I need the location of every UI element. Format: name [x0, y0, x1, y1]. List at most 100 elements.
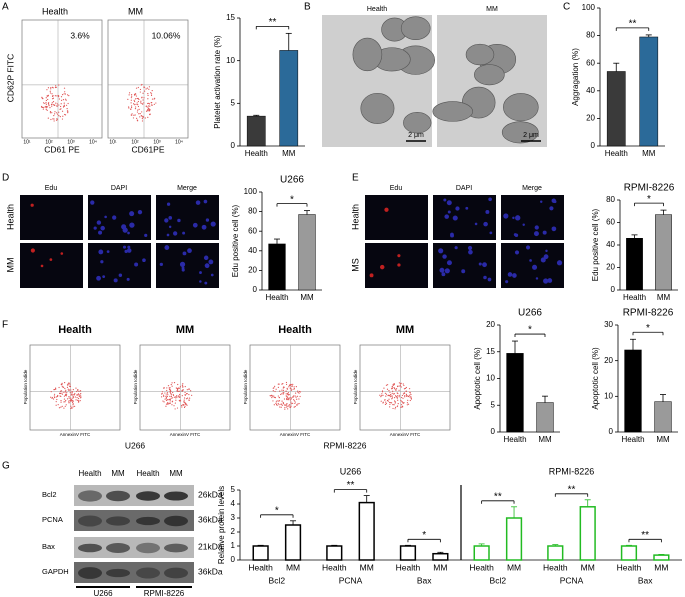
flow-event: [131, 113, 133, 115]
nucleus: [203, 199, 208, 204]
flow-event: [172, 394, 174, 396]
flow-event: [176, 395, 178, 397]
flow-event: [290, 405, 292, 407]
bar: [246, 115, 266, 147]
bar: [579, 506, 596, 561]
scale-label: 2 μm: [408, 132, 424, 139]
flow-event: [277, 400, 280, 402]
flow-event: [388, 389, 390, 392]
flow-event: [41, 106, 43, 108]
nucleus: [549, 206, 554, 211]
flow-event: [387, 400, 389, 402]
bar: [626, 238, 643, 291]
flow-event: [405, 394, 408, 396]
nucleus: [483, 221, 488, 227]
flow-event: [61, 94, 64, 96]
flow-event: [70, 407, 72, 410]
nucleus: [192, 222, 198, 228]
significance: **: [494, 491, 502, 502]
nucleus: [144, 233, 148, 237]
flow-event: [297, 391, 299, 393]
flow-event: [290, 401, 292, 403]
flow-event: [393, 400, 396, 402]
flow-event: [394, 401, 396, 403]
flow-event: [181, 395, 183, 397]
flow-y-label: Population Iodide: [243, 369, 248, 404]
flow-event: [380, 396, 382, 398]
flow-event: [282, 402, 285, 405]
nucleus: [512, 216, 515, 220]
flow-event: [131, 114, 133, 116]
flow-event: [271, 396, 273, 399]
flow-event: [51, 98, 54, 100]
flow-event: [284, 406, 286, 409]
flow-event: [155, 102, 157, 104]
flow-event: [147, 98, 149, 100]
flow-event: [273, 395, 275, 397]
flow-event: [403, 384, 405, 387]
y-axis-label: Edu positive cell (%): [231, 204, 240, 277]
x-tick-label: Health: [621, 435, 644, 444]
flow-event: [134, 100, 136, 103]
y-tick-label: 0: [253, 285, 258, 294]
flow-event: [406, 402, 409, 404]
y-tick-label: 2: [231, 527, 236, 536]
flow-event: [70, 394, 72, 396]
flow-event: [281, 389, 283, 391]
flow-event: [166, 392, 168, 394]
nucleus: [204, 281, 208, 285]
flow-event: [40, 105, 43, 108]
flow-event: [170, 394, 172, 396]
significance: *: [528, 325, 532, 336]
flow-event: [47, 117, 49, 119]
flow-event: [51, 112, 53, 114]
flow-event: [269, 395, 271, 397]
nucleus: [210, 273, 214, 277]
flow-event: [55, 388, 57, 390]
nucleus: [100, 225, 105, 231]
flow-event: [181, 390, 183, 392]
flow-event: [142, 116, 144, 118]
flow-event: [72, 395, 74, 397]
flow-event: [70, 389, 72, 391]
flow-event: [51, 103, 53, 106]
flow-event: [186, 392, 188, 395]
flow-event: [139, 88, 142, 91]
flow-event: [384, 392, 387, 394]
flow-event: [45, 108, 47, 111]
flow-event: [389, 406, 391, 408]
flow-event: [385, 393, 388, 395]
flow-event: [173, 382, 176, 384]
bar: [547, 545, 564, 561]
nucleus: [96, 275, 101, 281]
flow-event: [45, 101, 47, 104]
flow-event: [68, 95, 70, 97]
flow-event: [142, 103, 144, 105]
flow-event: [46, 89, 48, 91]
flow-event: [166, 402, 169, 404]
flow-event: [403, 388, 406, 390]
nucleus: [478, 262, 482, 266]
flow-event: [178, 400, 181, 402]
flow-event: [135, 106, 137, 108]
x-tick-label: Health: [265, 293, 288, 302]
nucleus: [540, 200, 543, 203]
flow-event: [290, 383, 292, 386]
flow-event: [78, 397, 80, 400]
band: [136, 516, 160, 526]
y-tick-label: 40: [586, 86, 595, 95]
flow-event: [286, 397, 288, 400]
y-tick-label: 5: [231, 485, 236, 494]
flow-event: [137, 109, 139, 111]
nucleus: [507, 272, 513, 277]
nucleus: [514, 250, 520, 255]
flow-event: [54, 387, 57, 389]
flow-event: [293, 400, 296, 402]
flow-event: [181, 406, 183, 408]
flow-event: [56, 105, 58, 107]
column-label: DAPI: [111, 185, 127, 192]
significance: *: [647, 194, 651, 205]
nucleus: [134, 262, 139, 267]
flow-event: [407, 399, 409, 401]
flow-event: [170, 397, 172, 399]
